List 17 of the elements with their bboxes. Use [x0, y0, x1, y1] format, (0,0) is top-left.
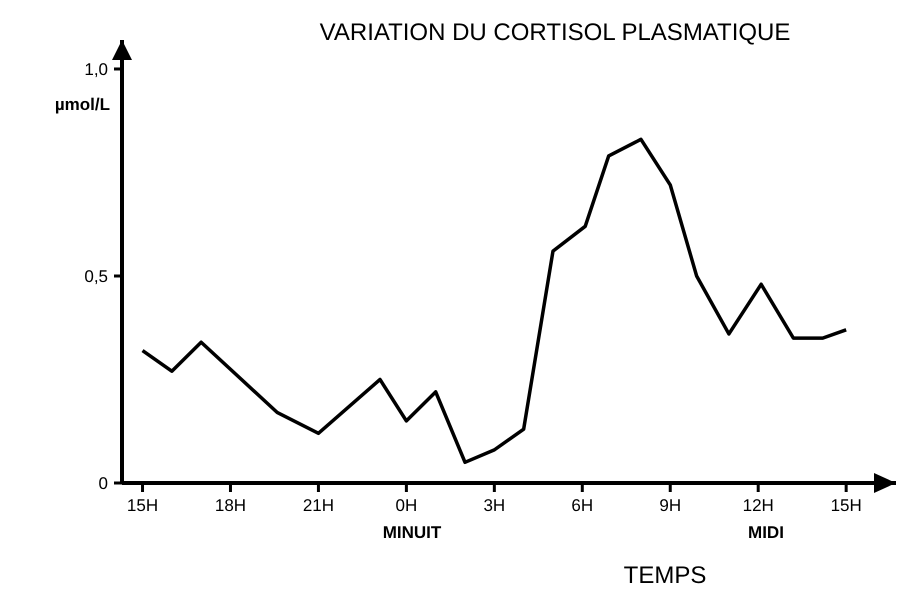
- text: MIDI: [748, 523, 784, 542]
- x-tick-label: 18H: [214, 496, 246, 515]
- y-axis-title: µmol/L: [54, 95, 110, 114]
- x-tick-label: 6H: [571, 496, 594, 515]
- x-tick-label: 12H: [742, 496, 774, 515]
- x-tick-label: 9H: [659, 496, 682, 515]
- y-tick-label: 0,5: [84, 266, 108, 286]
- x-tick-label: 15H: [126, 496, 158, 515]
- text: MINUIT: [382, 523, 442, 542]
- x-tick-label: 21H: [302, 496, 334, 515]
- chart-title: VARIATION DU CORTISOL PLASMATIQUE: [320, 19, 790, 46]
- y-tick-label: 1,0: [84, 60, 108, 79]
- y-tick-label: 0: [98, 474, 108, 493]
- x-tick-label: 15H: [830, 496, 862, 515]
- x-tick-label: 0H: [396, 496, 418, 515]
- x-axis-title: TEMPS: [624, 562, 706, 589]
- x-tick-label: 3H: [483, 496, 506, 515]
